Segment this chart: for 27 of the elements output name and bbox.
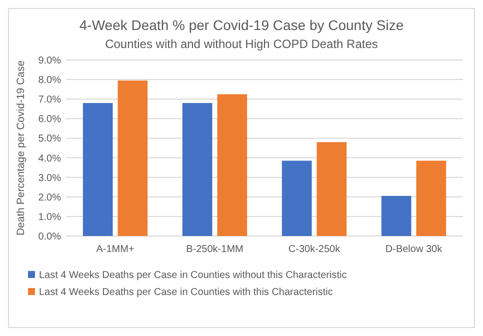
y-tick-label: 0.0%: [38, 232, 62, 242]
bar: [217, 94, 248, 236]
bar: [416, 160, 446, 236]
x-tick-label: D-Below 30k: [385, 244, 444, 255]
bar: [82, 103, 113, 236]
y-tick-label: 3.0%: [38, 172, 62, 184]
y-tick-label: 9.0%: [38, 56, 62, 66]
bar: [182, 103, 212, 236]
legend-label: Last 4 Weeks Deaths per Case in Counties with this Characteristic: [39, 287, 333, 298]
y-tick-label: 5.0%: [38, 134, 62, 145]
y-tick-label: 7.0%: [38, 94, 62, 106]
x-tick-label: C-30k-250k: [288, 244, 342, 255]
y-tick-label: 4.0%: [38, 153, 62, 164]
x-tick-label: A-1MM+: [96, 244, 134, 255]
legend-label: Last 4 Weeks Deaths per Case in Counties without this Characteristic: [39, 270, 347, 281]
chart-title: 4-Week Death % per Covid-19 Case by County Size: [79, 17, 404, 33]
bar: [316, 142, 347, 236]
y-tick-label: 1.0%: [38, 212, 62, 223]
y-tick-label: 6.0%: [38, 114, 62, 126]
y-tick-label: 2.0%: [38, 192, 62, 204]
chart-subtitle: Counties with and without High COPD Death Rates: [105, 37, 378, 51]
x-tick-label: B-250k-1MM: [186, 244, 244, 255]
y-tick-label: 8.0%: [38, 75, 62, 86]
y-axis-title: Death Percentage per Covid-19 Case: [15, 60, 27, 236]
bar: [118, 80, 148, 236]
bar: [282, 160, 312, 236]
bar: [381, 196, 412, 236]
